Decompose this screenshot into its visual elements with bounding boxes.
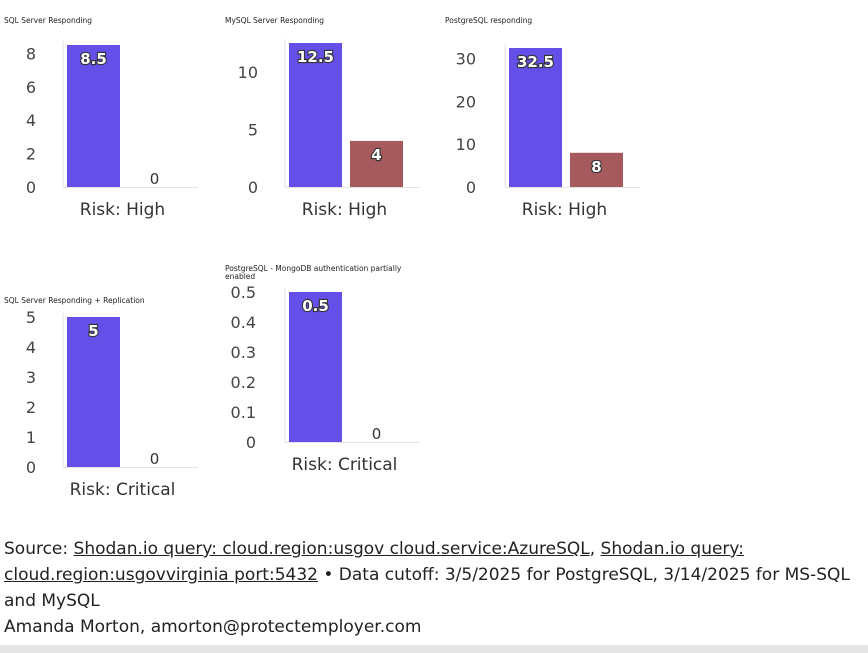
x-category-label: Risk: High — [522, 200, 607, 220]
chart-plot: 0 10 20 30 32.5 8 Risk: High — [456, 44, 640, 220]
y-tick-label: 10 — [238, 63, 258, 82]
y-tick-label: 30 — [456, 50, 476, 69]
data-label: 0 — [150, 450, 160, 468]
data-label: 0 — [150, 170, 160, 188]
y-tick-label: 3 — [26, 368, 36, 387]
bar — [570, 152, 623, 187]
chart-sql-server-responding: SQL Server Responding 0 2 4 6 8 8.5 0 Risk: High — [0, 0, 220, 240]
data-label: 0.5 — [302, 297, 329, 315]
x-category-label: Risk: High — [80, 200, 165, 220]
chart-plot: 0 0.1 0.2 0.3 0.4 0.5 0.5 0 Risk: Critical — [231, 283, 420, 475]
y-tick-label: 0.2 — [231, 373, 256, 392]
y-tick-label: 4 — [26, 338, 36, 357]
y-tick-label: 1 — [26, 428, 36, 447]
y-tick-label: 10 — [456, 135, 476, 154]
chart-plot: 0 5 10 12.5 4 Risk: High — [238, 39, 420, 220]
chart-plot: 0 1 2 3 4 5 5 0 Risk: Critical — [26, 308, 198, 500]
chart-title: MySQL Server Responding — [225, 16, 324, 25]
y-tick-label: 0.3 — [231, 343, 256, 362]
author-credit: Amanda Morton, amorton@protectemployer.c… — [4, 617, 422, 637]
y-tick-label: 0 — [246, 433, 256, 452]
y-tick-label: 5 — [248, 120, 258, 139]
data-label: 8.5 — [80, 50, 107, 68]
y-tick-label: 0 — [26, 178, 36, 197]
bar — [509, 48, 562, 187]
bar — [289, 43, 342, 187]
chart-title: PostgreSQL - MongoDB authentication part… — [225, 264, 402, 281]
chart-title: PostgreSQL responding — [445, 16, 533, 25]
y-tick-label: 0.1 — [231, 403, 256, 422]
chart-postgresql-responding: PostgreSQL responding 0 10 20 30 32.5 8 Risk: H… — [0, 0, 660, 240]
y-tick-label: 0.5 — [231, 283, 256, 302]
chart-plot: 0 2 4 6 8 8.5 0 Risk: High — [26, 41, 198, 220]
y-tick-label: 0 — [466, 178, 476, 197]
x-category-label: Risk: Critical — [70, 480, 176, 500]
bar — [67, 45, 120, 187]
data-label: 4 — [371, 146, 381, 164]
data-cutoff-note: • Data cutoff: 3/5/2025 for PostgreSQL, … — [4, 565, 850, 611]
bar — [289, 292, 342, 442]
y-tick-label: 4 — [26, 111, 36, 130]
y-tick-label: 0 — [248, 178, 258, 197]
source-separator: , — [589, 539, 601, 559]
chart-title: SQL Server Responding — [4, 16, 93, 25]
y-tick-label: 6 — [26, 78, 36, 97]
source-link-postgres[interactable]: Shodan.io query: cloud.region:usgovvirgi… — [4, 539, 744, 585]
x-category-label: Risk: High — [302, 200, 387, 220]
data-label: 12.5 — [297, 48, 334, 66]
chart-postgresql-mongodb-auth: PostgreSQL - MongoDB authentication part… — [0, 0, 440, 490]
y-tick-label: 5 — [26, 308, 36, 327]
y-tick-label: 0.4 — [231, 313, 256, 332]
y-tick-label: 2 — [26, 398, 36, 417]
data-label: 8 — [591, 158, 601, 176]
data-label: 5 — [88, 322, 98, 340]
x-category-label: Risk: Critical — [292, 455, 398, 475]
y-tick-label: 20 — [456, 92, 476, 111]
y-tick-label: 0 — [26, 458, 36, 477]
data-label: 32.5 — [517, 53, 554, 71]
data-label: 0 — [372, 425, 382, 443]
chart-sql-server-replication: SQL Server Responding + Replication 0 1 2 3 4… — [0, 0, 220, 510]
bar — [67, 317, 120, 467]
y-tick-label: 8 — [26, 44, 36, 63]
source-link-azuresql[interactable]: Shodan.io query: cloud.region:usgov clou… — [73, 539, 590, 559]
source-prefix: Source: — [4, 539, 74, 559]
bar — [350, 140, 403, 187]
y-tick-label: 2 — [26, 145, 36, 164]
bottom-scroll-bar — [0, 645, 868, 653]
chart-mysql-server-responding: MySQL Server Responding 0 5 10 12.5 4 Risk: Hi… — [0, 0, 440, 240]
chart-title: SQL Server Responding + Replication — [4, 296, 145, 305]
chart-source-footer: Source: Shodan.io query: cloud.region:us… — [4, 536, 854, 640]
